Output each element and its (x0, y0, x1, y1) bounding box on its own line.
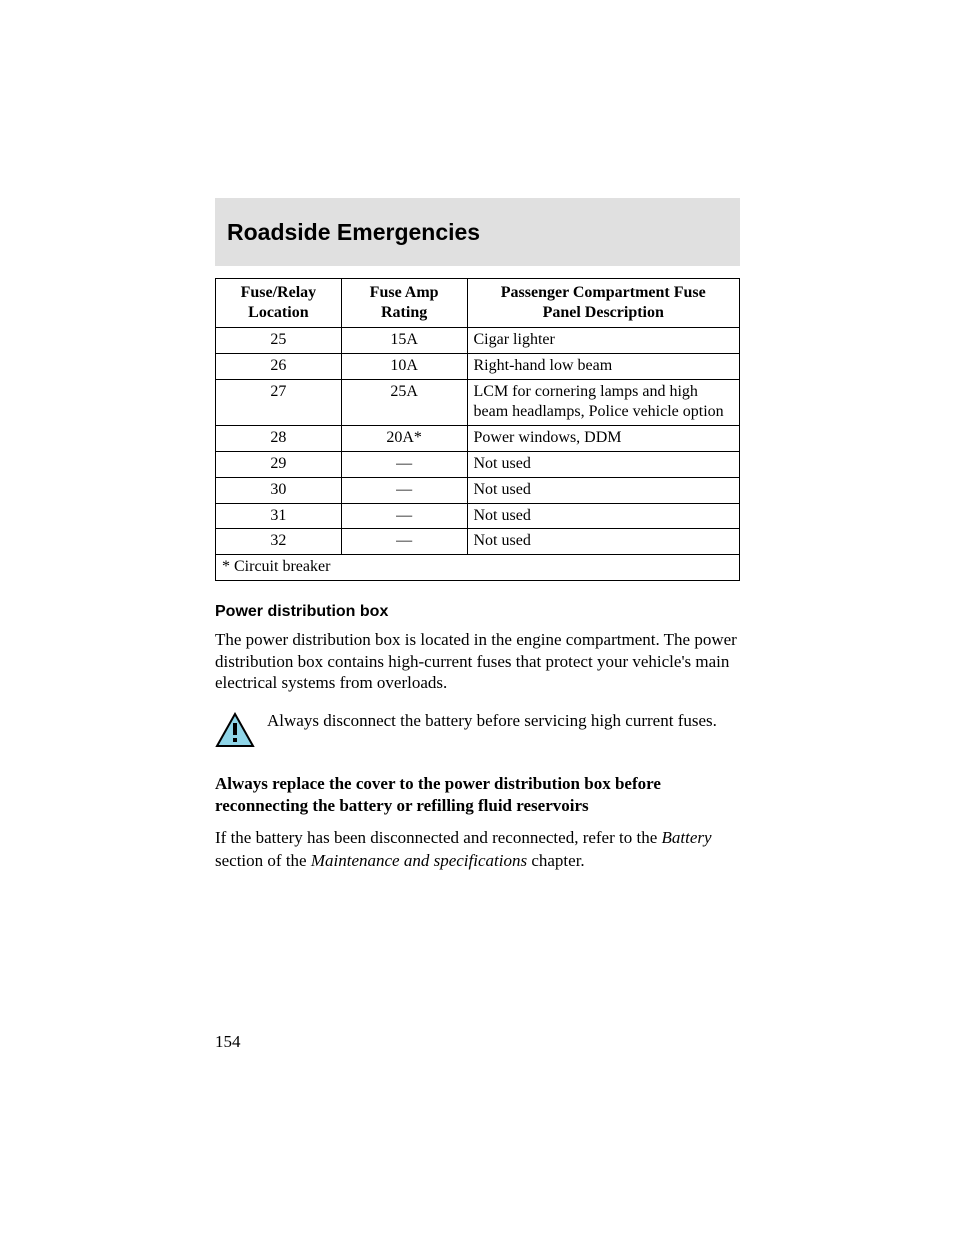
page-number: 154 (215, 1032, 241, 1052)
warning-text: Always disconnect the battery before ser… (267, 710, 717, 732)
cell-loc: 27 (216, 379, 342, 426)
th-location-l2: Location (248, 304, 308, 321)
ref-pre: If the battery has been disconnected and… (215, 828, 662, 847)
cell-loc: 26 (216, 353, 342, 379)
ref-mid: section of the (215, 851, 311, 870)
cell-amp: 10A (341, 353, 467, 379)
cell-amp: — (341, 529, 467, 555)
cell-desc: Not used (467, 477, 740, 503)
battery-reference-text: If the battery has been disconnected and… (215, 827, 740, 871)
table-row: 30 — Not used (216, 477, 740, 503)
ref-maintenance-italic: Maintenance and specifications (311, 851, 527, 870)
th-desc-l1: Passenger Compartment Fuse (501, 284, 706, 301)
th-amp: Fuse Amp Rating (341, 279, 467, 328)
table-row: 32 — Not used (216, 529, 740, 555)
ref-post: chapter. (531, 851, 584, 870)
cell-amp: — (341, 451, 467, 477)
table-footnote-row: * Circuit breaker (216, 555, 740, 581)
cell-amp: — (341, 477, 467, 503)
table-header-row: Fuse/Relay Location Fuse Amp Rating Pass… (216, 279, 740, 328)
cell-amp: 25A (341, 379, 467, 426)
th-location-l1: Fuse/Relay (241, 284, 317, 301)
cell-desc: Cigar lighter (467, 328, 740, 354)
th-location: Fuse/Relay Location (216, 279, 342, 328)
cell-desc: Right-hand low beam (467, 353, 740, 379)
cell-footnote: * Circuit breaker (216, 555, 740, 581)
fuse-table: Fuse/Relay Location Fuse Amp Rating Pass… (215, 278, 740, 581)
warning-triangle-icon (215, 712, 255, 753)
cell-amp: 15A (341, 328, 467, 354)
cell-loc: 28 (216, 426, 342, 452)
cell-desc: LCM for cornering lamps and high beam he… (467, 379, 740, 426)
bold-cover-note: Always replace the cover to the power di… (215, 773, 740, 817)
paragraph-power-distribution: The power distribution box is located in… (215, 629, 740, 694)
subheading-power-distribution: Power distribution box (215, 603, 740, 621)
cell-loc: 31 (216, 503, 342, 529)
cell-amp: 20A* (341, 426, 467, 452)
table-row: 28 20A* Power windows, DDM (216, 426, 740, 452)
th-amp-l2: Rating (381, 304, 427, 321)
content-area: Fuse/Relay Location Fuse Amp Rating Pass… (215, 278, 740, 872)
cell-desc: Not used (467, 503, 740, 529)
section-header-band: Roadside Emergencies (215, 198, 740, 266)
cell-loc: 25 (216, 328, 342, 354)
th-desc-l2: Panel Description (543, 304, 664, 321)
page: Roadside Emergencies Fuse/Relay Location… (0, 0, 954, 1235)
table-row: 26 10A Right-hand low beam (216, 353, 740, 379)
cell-loc: 32 (216, 529, 342, 555)
th-amp-l1: Fuse Amp (370, 284, 439, 301)
table-row: 29 — Not used (216, 451, 740, 477)
warning-block: Always disconnect the battery before ser… (215, 710, 740, 753)
section-title: Roadside Emergencies (227, 219, 480, 246)
ref-battery-italic: Battery (662, 828, 712, 847)
cell-desc: Not used (467, 451, 740, 477)
cell-amp: — (341, 503, 467, 529)
cell-desc: Power windows, DDM (467, 426, 740, 452)
table-row: 27 25A LCM for cornering lamps and high … (216, 379, 740, 426)
table-row: 31 — Not used (216, 503, 740, 529)
cell-loc: 29 (216, 451, 342, 477)
table-row: 25 15A Cigar lighter (216, 328, 740, 354)
table-body: 25 15A Cigar lighter 26 10A Right-hand l… (216, 328, 740, 581)
cell-desc: Not used (467, 529, 740, 555)
th-desc: Passenger Compartment Fuse Panel Descrip… (467, 279, 740, 328)
cell-loc: 30 (216, 477, 342, 503)
